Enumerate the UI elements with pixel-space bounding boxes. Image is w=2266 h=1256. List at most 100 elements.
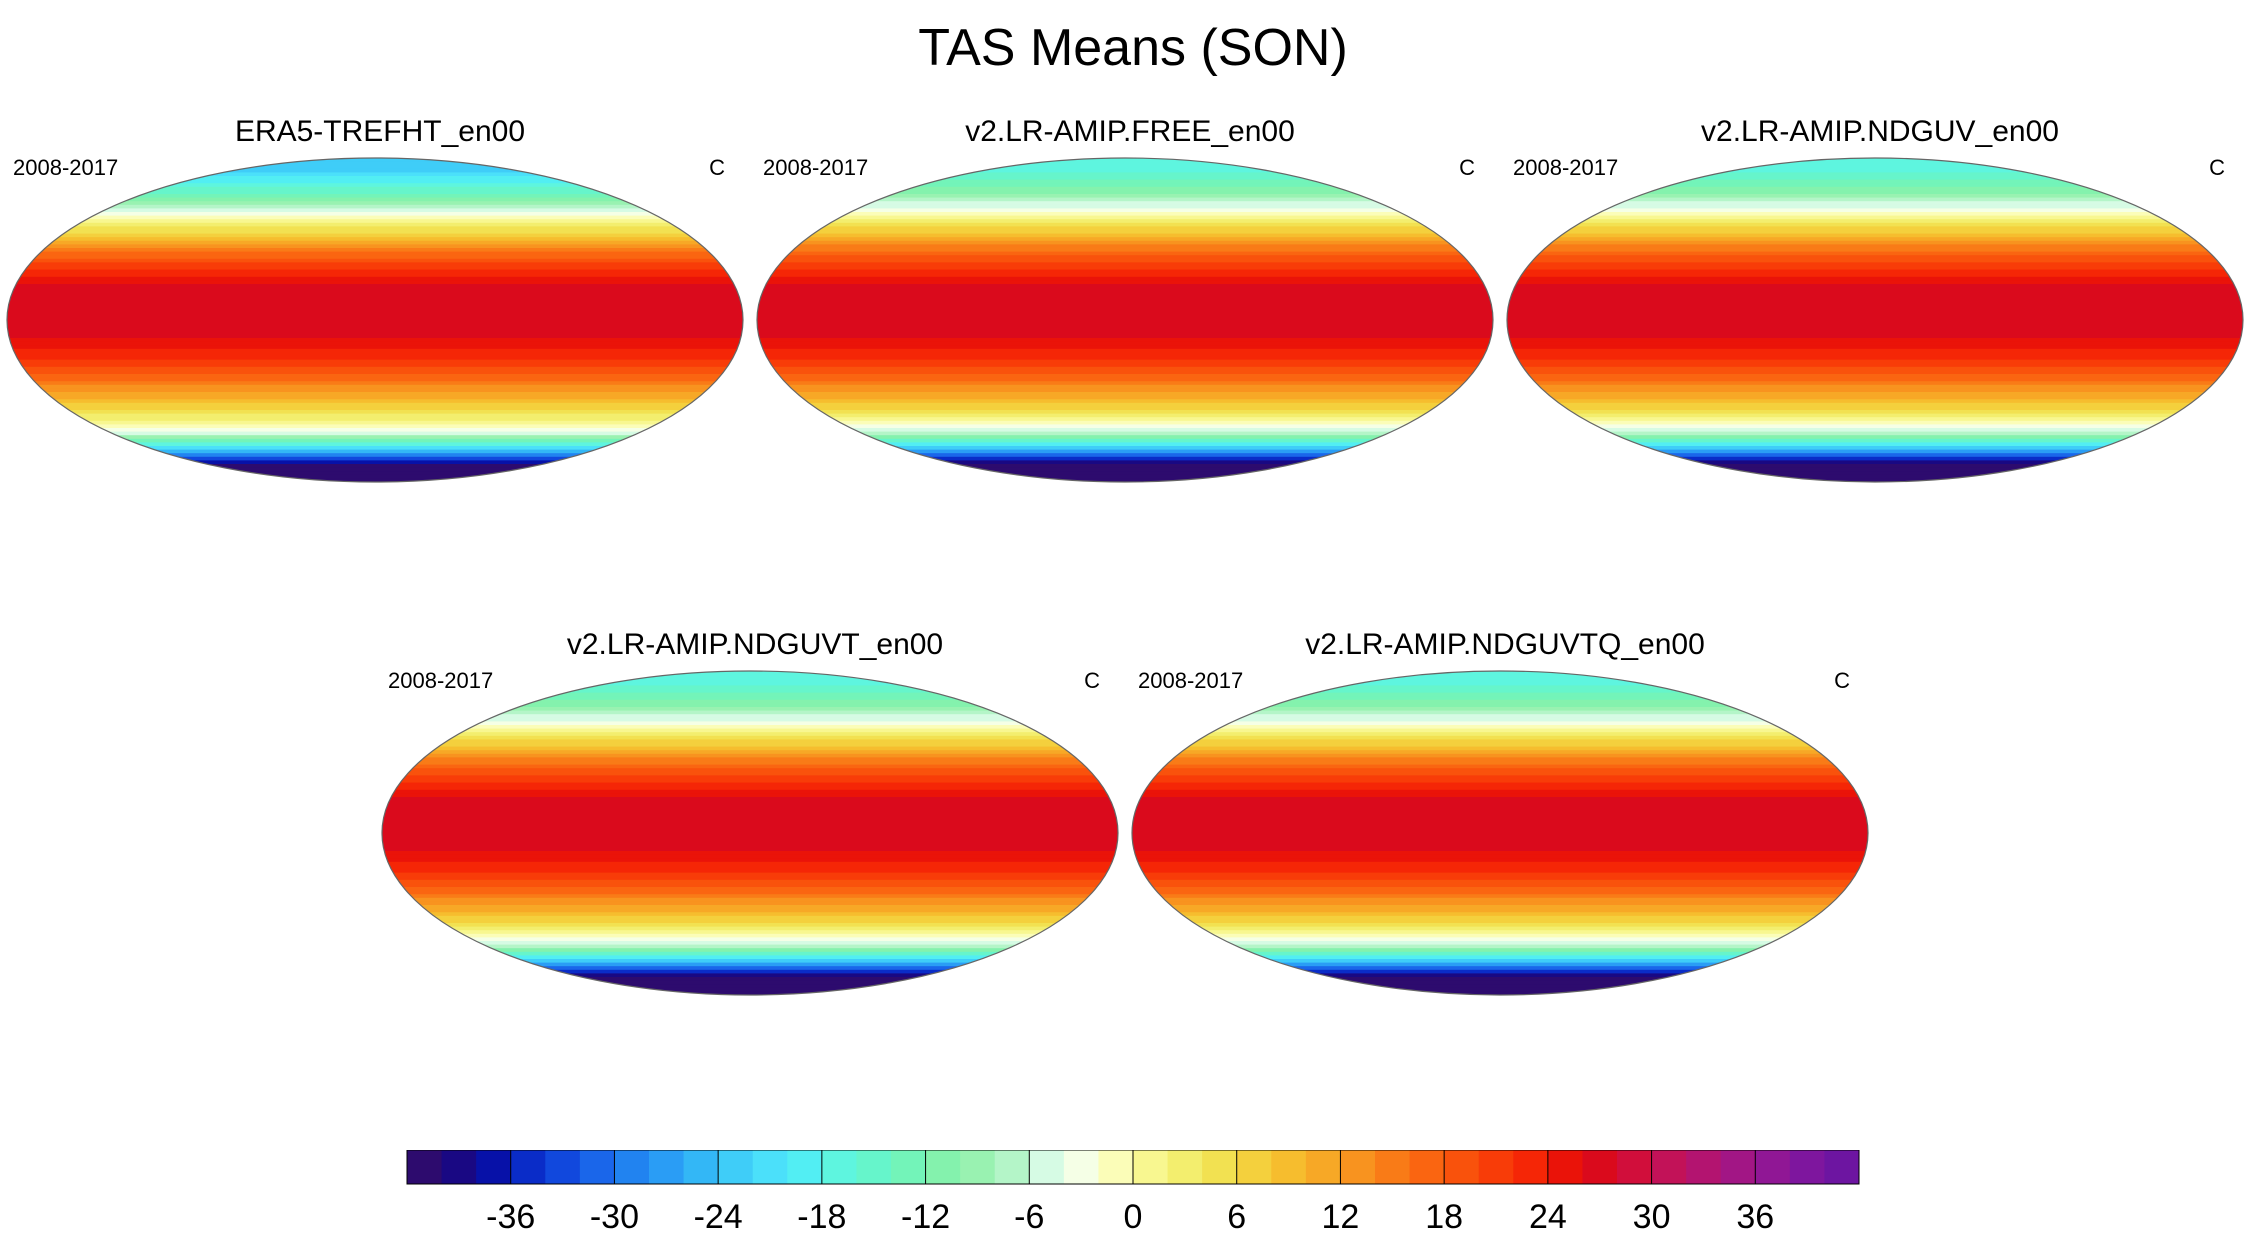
temperature-band — [382, 671, 1118, 676]
temperature-band — [757, 190, 1493, 195]
temperature-band — [1507, 194, 2243, 199]
temperature-band — [1132, 883, 1868, 888]
temperature-band — [757, 158, 1493, 163]
temperature-band — [382, 703, 1118, 708]
temperature-band — [1507, 280, 2243, 285]
temperature-band — [757, 255, 1493, 260]
temperature-band — [1132, 869, 1868, 874]
temperature-band — [1507, 302, 2243, 307]
temperature-band — [382, 800, 1118, 805]
temperature-band — [1507, 316, 2243, 321]
colorbar-swatch — [1547, 1150, 1583, 1184]
map-outline — [1131, 670, 1869, 996]
temperature-band — [1507, 464, 2243, 469]
temperature-band — [7, 460, 743, 465]
map-outline — [756, 157, 1494, 483]
temperature-band — [1132, 912, 1868, 917]
temperature-band — [1507, 273, 2243, 278]
temperature-band — [7, 431, 743, 436]
temperature-band — [382, 833, 1118, 838]
temperature-band — [1132, 807, 1868, 812]
temperature-band — [1132, 678, 1868, 683]
temperature-field — [382, 671, 1118, 995]
temperature-band — [757, 183, 1493, 188]
temperature-band — [1507, 158, 2243, 163]
temperature-band — [7, 464, 743, 469]
temperature-field — [7, 158, 743, 482]
temperature-band — [757, 366, 1493, 371]
temperature-band — [382, 764, 1118, 769]
colorbar-swatch — [1305, 1150, 1341, 1184]
period-label: 2008-2017 — [13, 155, 119, 180]
colorbar-swatch — [1409, 1150, 1445, 1184]
temperature-band — [7, 345, 743, 350]
temperature-band — [757, 428, 1493, 433]
temperature-band — [1132, 937, 1868, 942]
temperature-band — [757, 294, 1493, 299]
temperature-band — [1132, 829, 1868, 834]
temperature-band — [1507, 190, 2243, 195]
colorbar-swatch — [1651, 1150, 1687, 1184]
temperature-band — [382, 861, 1118, 866]
temperature-band — [382, 847, 1118, 852]
temperature-band — [1507, 334, 2243, 339]
temperature-band — [1507, 262, 2243, 267]
temperature-band — [7, 302, 743, 307]
temperature-band — [7, 316, 743, 321]
temperature-band — [757, 377, 1493, 382]
map-plot — [381, 670, 1119, 996]
temperature-band — [1132, 793, 1868, 798]
temperature-band — [1132, 743, 1868, 748]
temperature-band — [1132, 685, 1868, 690]
temperature-band — [382, 674, 1118, 679]
colorbar-swatch — [960, 1150, 996, 1184]
colorbar-tick-label: 18 — [1425, 1198, 1463, 1236]
temperature-band — [382, 782, 1118, 787]
temperature-band — [7, 269, 743, 274]
temperature-band — [1132, 890, 1868, 895]
temperature-band — [7, 305, 743, 310]
temperature-band — [757, 269, 1493, 274]
temperature-band — [1132, 843, 1868, 848]
temperature-band — [1132, 728, 1868, 733]
temperature-band — [382, 717, 1118, 722]
temperature-band — [1507, 284, 2243, 289]
temperature-band — [1132, 786, 1868, 791]
temperature-band — [1132, 966, 1868, 971]
temperature-band — [7, 417, 743, 422]
temperature-band — [1132, 984, 1868, 989]
temperature-band — [382, 689, 1118, 694]
temperature-band — [1507, 172, 2243, 177]
temperature-band — [382, 793, 1118, 798]
temperature-band — [382, 890, 1118, 895]
temperature-band — [7, 366, 743, 371]
temperature-band — [382, 710, 1118, 715]
temperature-band — [1132, 671, 1868, 676]
temperature-band — [757, 179, 1493, 184]
temperature-band — [1132, 825, 1868, 830]
colorbar-tick-label: -18 — [797, 1198, 846, 1236]
temperature-band — [382, 732, 1118, 737]
colorbar-swatch — [1755, 1150, 1791, 1184]
temperature-band — [382, 746, 1118, 751]
temperature-band — [1507, 420, 2243, 425]
colorbar-swatch — [856, 1150, 892, 1184]
temperature-band — [1507, 197, 2243, 202]
temperature-band — [1507, 266, 2243, 271]
temperature-band — [1507, 323, 2243, 328]
temperature-band — [7, 424, 743, 429]
temperature-band — [382, 721, 1118, 726]
temperature-band — [382, 707, 1118, 712]
temperature-band — [7, 467, 743, 472]
temperature-band — [757, 176, 1493, 181]
temperature-band — [382, 951, 1118, 956]
temperature-band — [7, 183, 743, 188]
temperature-band — [7, 291, 743, 296]
temperature-band — [757, 233, 1493, 238]
temperature-band — [757, 478, 1493, 482]
temperature-band — [382, 797, 1118, 802]
temperature-band — [1132, 735, 1868, 740]
temperature-band — [7, 298, 743, 303]
temperature-band — [757, 417, 1493, 422]
temperature-band — [7, 276, 743, 281]
